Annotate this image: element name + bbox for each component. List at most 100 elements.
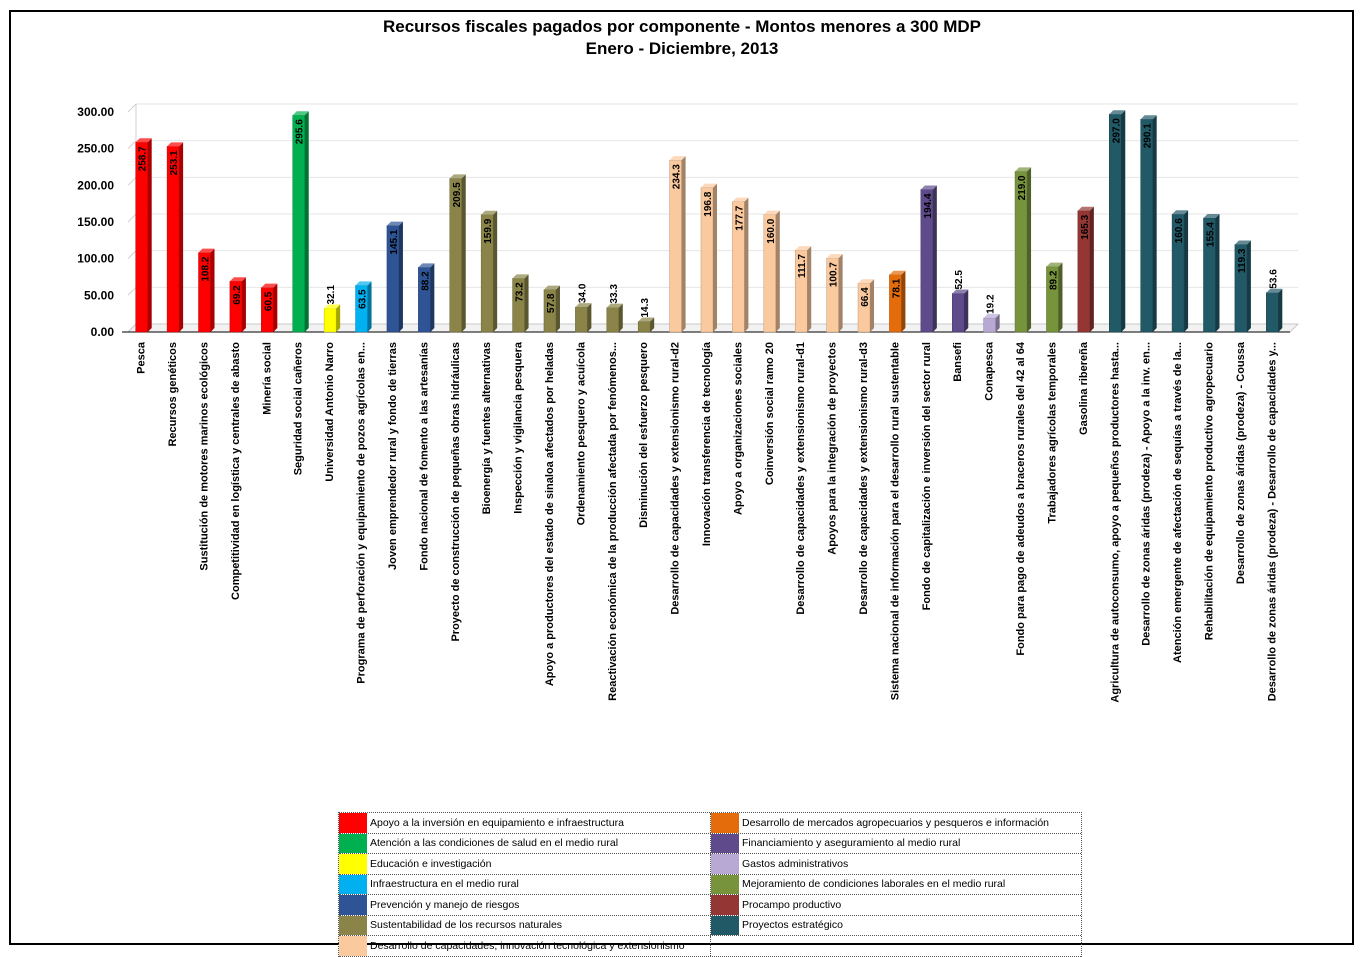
bar-value-label: 89.2	[1048, 270, 1059, 290]
x-tick-label: Innovación transferencia de tecnología	[701, 341, 713, 546]
bar	[669, 156, 686, 333]
bar	[1140, 115, 1157, 333]
x-tick-label: Programa de perforación y equipamiento d…	[356, 342, 368, 684]
bar-value-label: 194.4	[923, 193, 934, 218]
bar-value-label: 108.2	[201, 256, 212, 281]
bar-top	[418, 263, 435, 268]
legend-item: Mejoramiento de condiciones laborales en…	[710, 874, 1081, 894]
legend-swatch	[339, 915, 367, 935]
y-tick-label: 250.00	[77, 142, 114, 156]
bar-value-label: 53.6	[1268, 269, 1279, 289]
bar-side	[618, 303, 623, 332]
bar	[1203, 214, 1220, 333]
bar	[951, 289, 969, 333]
x-tick-label: Seguridad social cañeros	[293, 342, 305, 475]
bar-top	[701, 183, 717, 188]
legend-swatch	[339, 833, 367, 853]
x-tick-label: Fondo de capitalización e inversión del …	[921, 342, 933, 610]
x-tick-label: Sistema nacional de información para el …	[889, 342, 901, 700]
bar	[512, 274, 529, 333]
bar-value-label: 159.9	[483, 218, 494, 243]
legend-swatch-empty	[711, 936, 739, 956]
legend-swatch	[711, 874, 739, 894]
bar-front	[292, 114, 305, 333]
bar-top	[795, 246, 812, 251]
legend-item: Procampo productivo	[710, 895, 1081, 915]
legend-row: Sustentabilidad de los recursos naturale…	[339, 915, 1081, 936]
bar	[1077, 206, 1094, 333]
legend-label: Proyectos estratégico	[742, 919, 843, 932]
x-tick-label: Sustitución de motores marinos ecológico…	[199, 342, 211, 571]
bar-top	[229, 277, 246, 282]
bar-top	[1046, 262, 1063, 267]
x-tick-label: Desarrollo de capacidades y extensionism…	[670, 342, 682, 615]
x-tick-label: Minería social	[261, 342, 273, 415]
bar-side	[1121, 110, 1126, 332]
legend-item: Infraestructura en el medio rural	[339, 874, 710, 894]
bar	[920, 185, 937, 333]
gridline-side	[127, 176, 137, 186]
bar-top	[920, 185, 937, 190]
legend-item: Educación e investigación	[339, 854, 710, 874]
bar-value-label: 209.5	[452, 182, 463, 207]
bar-value-label: 78.1	[891, 278, 902, 298]
y-tick-label: 150.00	[77, 215, 114, 229]
bar-top	[449, 174, 466, 179]
legend-label: Sustentabilidad de los recursos naturale…	[370, 919, 563, 932]
bar-side	[1278, 288, 1283, 332]
bar-front	[575, 306, 588, 333]
legend-label: Desarrollo de capacidades, innovación te…	[370, 939, 685, 952]
chart-title: Recursos fiscales pagados por componente…	[383, 17, 981, 36]
bar-value-label: 177.7	[734, 205, 745, 230]
bar	[575, 303, 592, 333]
bar-side	[1184, 210, 1189, 332]
bar-value-label: 34.0	[577, 283, 588, 303]
bar-top	[1234, 240, 1251, 245]
legend-label: Atención a las condiciones de salud en e…	[370, 837, 619, 850]
bar-side	[1027, 167, 1032, 332]
bar-side	[1215, 214, 1220, 332]
legend-label: Apoyo a la inversión en equipamiento e i…	[370, 816, 624, 829]
bar-top	[1203, 214, 1220, 219]
bar-value-label: 196.8	[703, 191, 714, 216]
bar-top	[826, 254, 843, 259]
bar-top	[858, 279, 875, 284]
bar	[261, 283, 278, 333]
legend-swatch	[711, 915, 739, 935]
bar-value-label: 33.3	[609, 284, 620, 304]
x-tick-label: Desarrollo de capacidades y extensionism…	[858, 342, 870, 615]
legend-label: Infraestructura en el medio rural	[370, 878, 519, 891]
x-tick-label: Apoyos para la integración de proyectos	[827, 342, 839, 555]
bar	[135, 138, 152, 333]
legend-label: Educación e investigación	[370, 857, 492, 870]
bar-side	[398, 221, 403, 332]
x-tick-label: Coinversión social ramo 20	[764, 342, 776, 485]
bar-side	[493, 210, 498, 332]
bar	[386, 221, 403, 333]
legend-item: Prevención y manejo de riesgos	[339, 895, 710, 915]
bar-top	[952, 289, 969, 294]
bar	[418, 263, 435, 333]
x-tick-label: Desarrollo de zonas áridas (prodeza) - A…	[1141, 342, 1153, 646]
x-tick-label: Bansefi	[952, 342, 964, 382]
y-tick-label: 100.00	[77, 252, 114, 266]
bar-top	[167, 142, 184, 147]
bar-top	[198, 248, 215, 253]
bar-top	[135, 138, 152, 143]
bar-value-label: 60.5	[263, 291, 274, 311]
legend-label: Prevención y manejo de riesgos	[370, 898, 520, 911]
x-tick-label: Universidad Antonio Narro	[324, 342, 336, 482]
bar-top	[292, 111, 309, 116]
x-tick-label: Reactivación económica de la producción …	[607, 342, 619, 701]
x-tick-label: Ordenamiento pesquero y acuícola	[575, 341, 587, 525]
legend-row: Desarrollo de capacidades, innovación te…	[339, 936, 1081, 957]
legend-swatch	[711, 854, 739, 874]
legend: Apoyo a la inversión en equipamiento e i…	[338, 812, 1082, 957]
bar-side	[870, 279, 875, 332]
bar	[229, 277, 246, 333]
x-tick-label: Apoyo a productores del estado de sinalo…	[544, 342, 556, 686]
x-tick-label: Trabajadores agrícolas temporales	[1046, 342, 1058, 524]
bar-top	[512, 274, 529, 279]
bar-side	[995, 313, 1000, 332]
bar-top	[889, 270, 906, 275]
